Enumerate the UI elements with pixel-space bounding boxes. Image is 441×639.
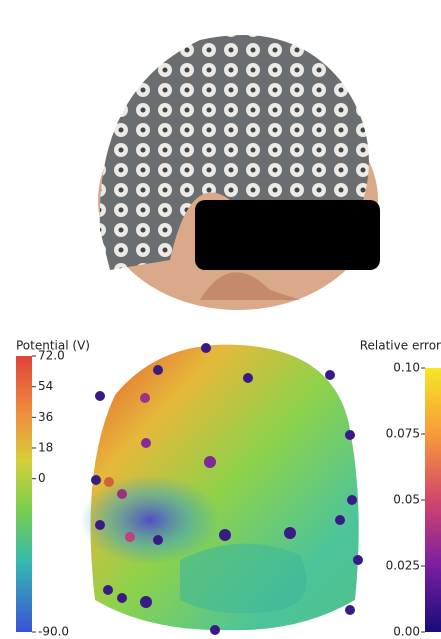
colorbar-tick-label: 0.00 bbox=[393, 625, 420, 639]
colorbar-tick-label: -90.0 bbox=[38, 625, 69, 639]
head-model bbox=[80, 343, 363, 635]
colorbar-tick-label: 72.0 bbox=[38, 349, 65, 363]
photo bbox=[98, 35, 380, 310]
colorbar-title: Relative error bbox=[360, 339, 441, 353]
colorbar bbox=[16, 356, 32, 632]
colorbar-tick-label: 18 bbox=[38, 441, 53, 455]
colorbar-tick-label: 0 bbox=[38, 471, 46, 485]
colorbar bbox=[425, 368, 441, 632]
colorbar-tick-label: 0.025 bbox=[386, 559, 420, 573]
colorbar-tick-label: 0.075 bbox=[386, 427, 420, 441]
colorbar-tick-label: 0.10 bbox=[393, 361, 420, 375]
colorbar-tick-label: 0.05 bbox=[393, 493, 420, 507]
colorbar-tick-label: 54 bbox=[38, 379, 53, 393]
colorbar-tick-label: 36 bbox=[38, 410, 53, 424]
colorbar-title: Potential (V) bbox=[16, 339, 90, 353]
